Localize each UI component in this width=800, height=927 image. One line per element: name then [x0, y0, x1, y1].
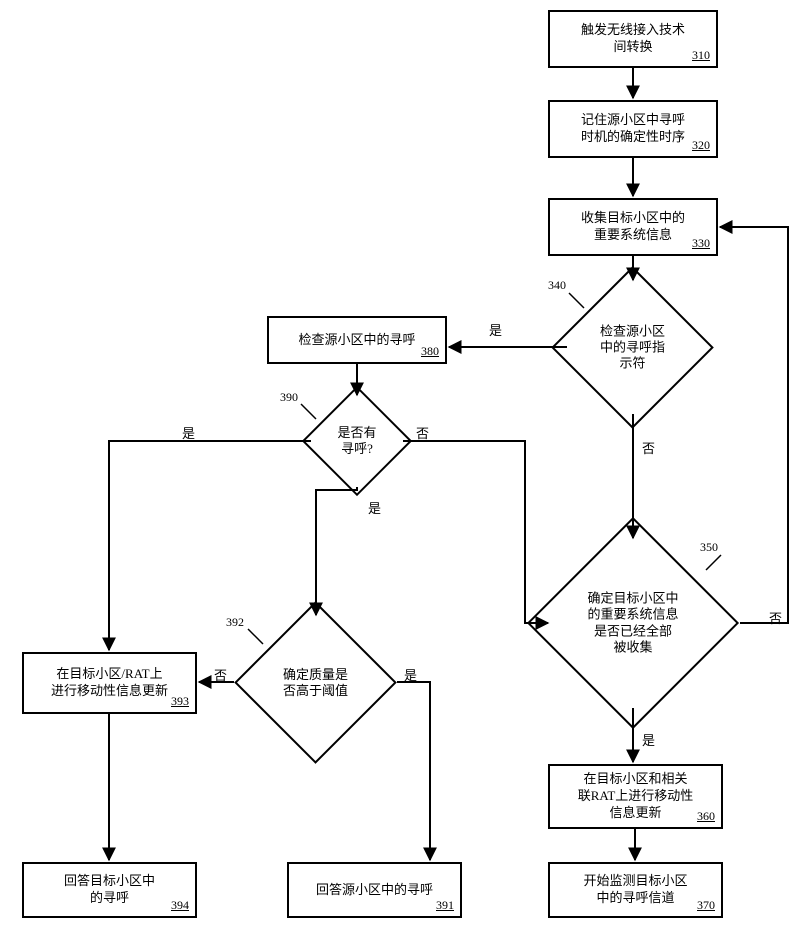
node-360: 在目标小区和相关联RAT上进行移动性信息更新 360 — [548, 764, 723, 829]
node-310: 触发无线接入技术间转换 310 — [548, 10, 718, 68]
node-330: 收集目标小区中的重要系统信息 330 — [548, 198, 718, 256]
edge-label-350-yes: 是 — [642, 730, 655, 749]
node-label: 记住源小区中寻呼时机的确定性时序 — [581, 112, 685, 146]
edge-label-390-yes-left: 是 — [182, 423, 195, 442]
diamond-shape — [551, 266, 714, 429]
edge-label-350-no: 否 — [769, 608, 782, 627]
node-ref: 391 — [436, 898, 454, 914]
node-ref-392: 392 — [226, 615, 244, 630]
node-394: 回答目标小区中的寻呼 394 — [22, 862, 197, 918]
node-label: 在目标小区和相关联RAT上进行移动性信息更新 — [578, 771, 694, 822]
node-380: 检查源小区中的寻呼 380 — [267, 316, 447, 364]
node-392: 确定质量是否高于阈值 — [258, 625, 373, 740]
node-ref-340: 340 — [548, 278, 566, 293]
node-label: 触发无线接入技术间转换 — [581, 22, 685, 56]
node-ref-390: 390 — [280, 390, 298, 405]
node-label: 检查源小区中的寻呼 — [298, 332, 415, 349]
node-ref: 310 — [692, 48, 710, 64]
node-ref: 330 — [692, 236, 710, 252]
node-ref: 360 — [697, 809, 715, 825]
diamond-shape — [302, 386, 412, 496]
node-label: 在目标小区/RAT上进行移动性信息更新 — [51, 666, 168, 700]
node-390: 是否有寻呼? — [318, 402, 396, 480]
node-ref: 370 — [697, 898, 715, 914]
edge-label-392-no: 否 — [214, 665, 227, 684]
edge-label-390-yes-down: 是 — [368, 498, 381, 517]
edge-label-390-no: 否 — [416, 423, 429, 442]
diamond-shape — [234, 601, 397, 764]
node-label: 收集目标小区中的重要系统信息 — [581, 210, 685, 244]
node-label: 回答目标小区中的寻呼 — [64, 873, 155, 907]
node-320: 记住源小区中寻呼时机的确定性时序 320 — [548, 100, 718, 158]
node-393: 在目标小区/RAT上进行移动性信息更新 393 — [22, 652, 197, 714]
node-ref: 393 — [171, 694, 189, 710]
edge-label-340-yes: 是 — [489, 320, 502, 339]
edge-label-392-yes: 是 — [404, 665, 417, 684]
node-ref: 380 — [421, 344, 439, 360]
node-391: 回答源小区中的寻呼 391 — [287, 862, 462, 918]
node-350: 确定目标小区中的重要系统信息是否已经全部被收集 — [558, 548, 708, 698]
node-ref-350: 350 — [700, 540, 718, 555]
node-370: 开始监测目标小区中的寻呼信道 370 — [548, 862, 723, 918]
node-label: 回答源小区中的寻呼 — [316, 882, 433, 899]
node-ref: 394 — [171, 898, 189, 914]
node-ref: 320 — [692, 138, 710, 154]
node-340: 检查源小区中的寻呼指示符 — [575, 290, 690, 405]
edge-label-340-no: 否 — [642, 438, 655, 457]
node-label: 开始监测目标小区中的寻呼信道 — [583, 873, 687, 907]
